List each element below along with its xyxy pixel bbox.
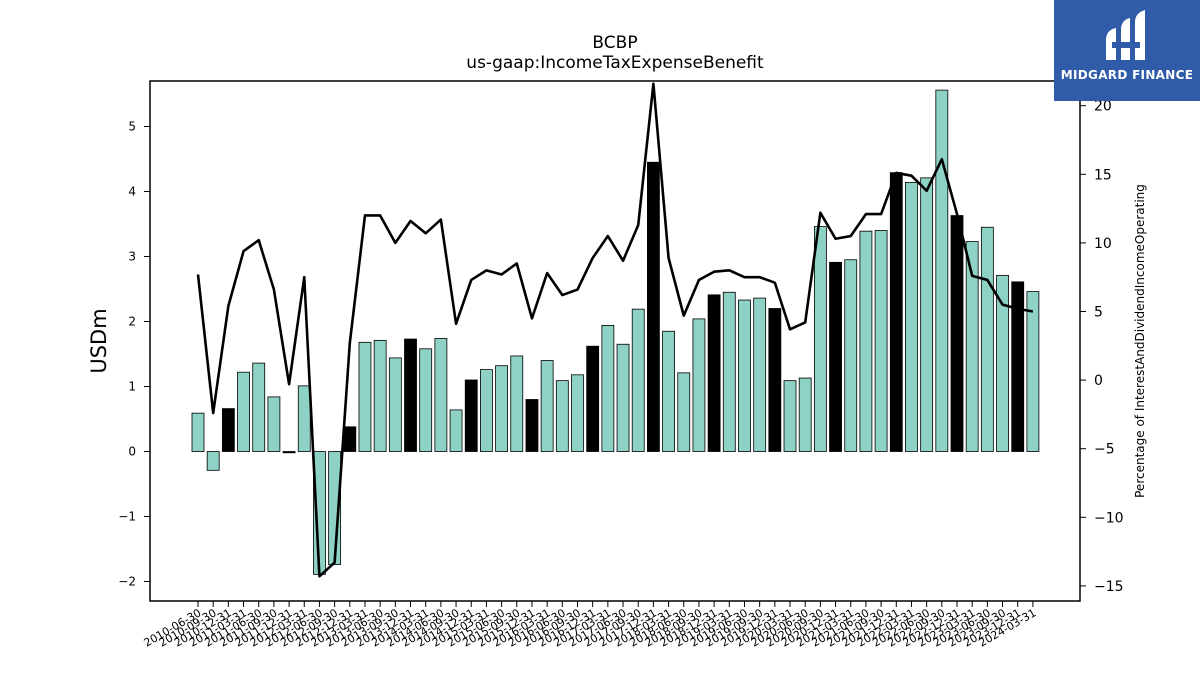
bar [404, 338, 417, 452]
bar [237, 371, 250, 452]
bar [571, 374, 584, 452]
bar [707, 294, 721, 452]
y-axis-label: USDm [87, 308, 111, 373]
bar [464, 379, 478, 452]
chart-subtitle: us-gaap:IncomeTaxExpenseBenefit [466, 53, 764, 73]
bar [829, 261, 842, 452]
bar [859, 230, 873, 452]
bar [738, 299, 751, 452]
bar [1026, 291, 1040, 452]
bar [206, 451, 220, 471]
brand-logo: MIDGARD FINANCE [1054, 0, 1200, 101]
bar [768, 308, 782, 452]
bar [267, 396, 281, 452]
bar [965, 241, 979, 452]
bar [282, 451, 296, 454]
y-tick-label: 3 [128, 250, 136, 264]
bar [419, 348, 433, 452]
bar [722, 291, 736, 452]
bar [753, 297, 767, 452]
y-tick-label: 2 [128, 315, 136, 329]
bar [373, 339, 387, 452]
bar [525, 399, 539, 452]
y-tick-label: 5 [128, 120, 136, 134]
y-tick-label: 1 [128, 380, 136, 394]
y2-tick-label: 5 [1094, 305, 1103, 321]
y-tick-label: 0 [128, 445, 136, 459]
bar [874, 230, 888, 452]
bar [662, 330, 675, 452]
bar [692, 318, 706, 452]
bar [495, 365, 509, 452]
bar [449, 409, 463, 452]
left-axis: −2 −1 0 1 2 3 4 5 [118, 120, 150, 589]
bar [191, 412, 205, 452]
bar [677, 372, 691, 452]
bar [1011, 281, 1025, 452]
chart-title: BCBP [592, 33, 637, 53]
bar [813, 226, 827, 452]
bar [783, 380, 797, 452]
line-layer [196, 82, 1034, 578]
bar [920, 177, 934, 452]
plot-frame [149, 80, 1081, 602]
y2-tick-label: 0 [1094, 373, 1103, 389]
bar [343, 426, 357, 452]
bar [434, 337, 448, 452]
x-axis: 2010-06-302010-09-302010-12-312011-03-31… [142, 601, 1038, 650]
y2-tick-label: 15 [1094, 167, 1112, 183]
bar [980, 226, 994, 452]
bar [510, 355, 524, 452]
ratio-line [196, 82, 1034, 578]
y2-tick-label: −15 [1094, 579, 1124, 595]
bar [252, 362, 266, 452]
y2-tick-label: −10 [1094, 510, 1124, 526]
bar [647, 161, 660, 452]
bar [889, 172, 903, 452]
logo-text: MIDGARD FINANCE [1060, 68, 1194, 82]
bar [601, 324, 615, 452]
bar [555, 380, 569, 452]
y2-tick-label: −5 [1094, 442, 1115, 458]
bar [950, 215, 964, 452]
bar [996, 274, 1009, 452]
bars-layer [191, 89, 1040, 575]
bar [616, 343, 630, 452]
bar [935, 89, 949, 452]
bar [844, 259, 858, 452]
right-axis: −15 −10 −5 0 5 10 15 20 [1080, 99, 1124, 595]
bar [586, 345, 600, 452]
bar [480, 369, 493, 452]
bar [631, 308, 645, 452]
bar [297, 385, 311, 452]
bar [221, 408, 235, 452]
bar [540, 360, 554, 452]
bar [358, 341, 372, 452]
y2-tick-label: 20 [1094, 99, 1112, 115]
y2-axis-label: Percentage of InterestAndDividendIncomeO… [1133, 184, 1147, 498]
logo-mark-icon [1106, 10, 1145, 60]
bar [388, 357, 402, 452]
y-tick-label: −1 [118, 510, 136, 524]
bar [905, 181, 918, 452]
y-tick-label: 4 [128, 185, 136, 199]
y-tick-label: −2 [118, 575, 136, 589]
bar [798, 377, 812, 452]
y2-tick-label: 10 [1094, 236, 1112, 252]
